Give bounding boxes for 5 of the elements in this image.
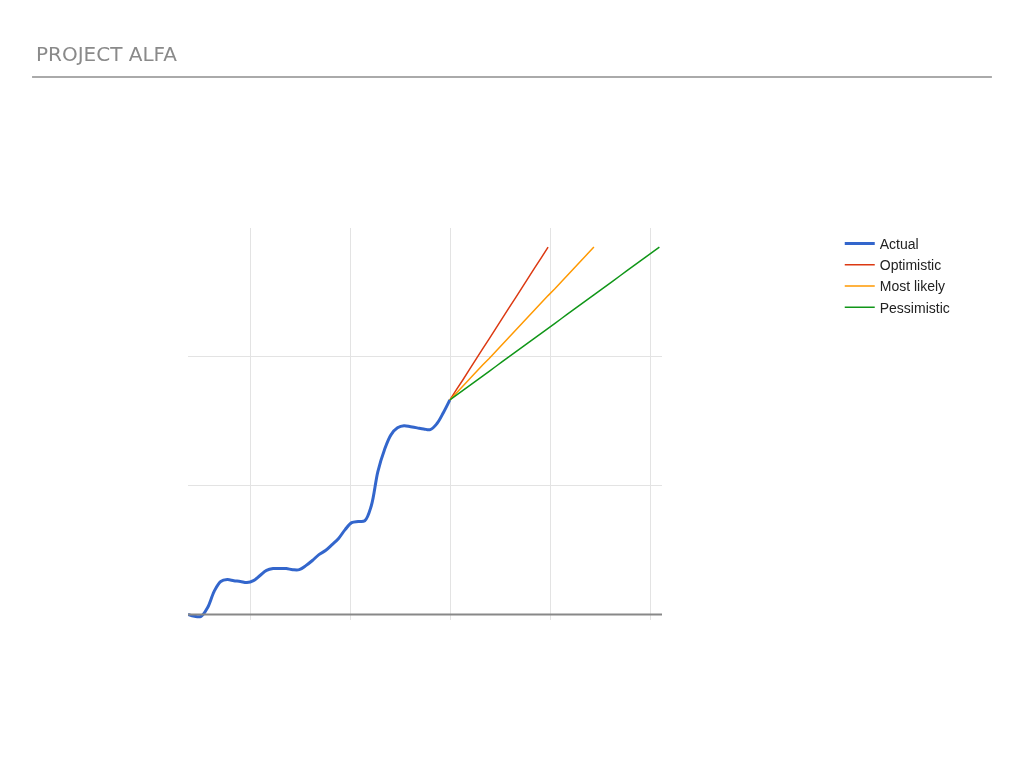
legend-label: Actual xyxy=(879,236,919,253)
legend-label: Pessimistic xyxy=(879,299,950,316)
chart-title: PROJECT ALFA xyxy=(36,41,178,66)
legend-label: Most likely xyxy=(879,278,946,295)
legend-label: Optimistic xyxy=(879,257,942,274)
